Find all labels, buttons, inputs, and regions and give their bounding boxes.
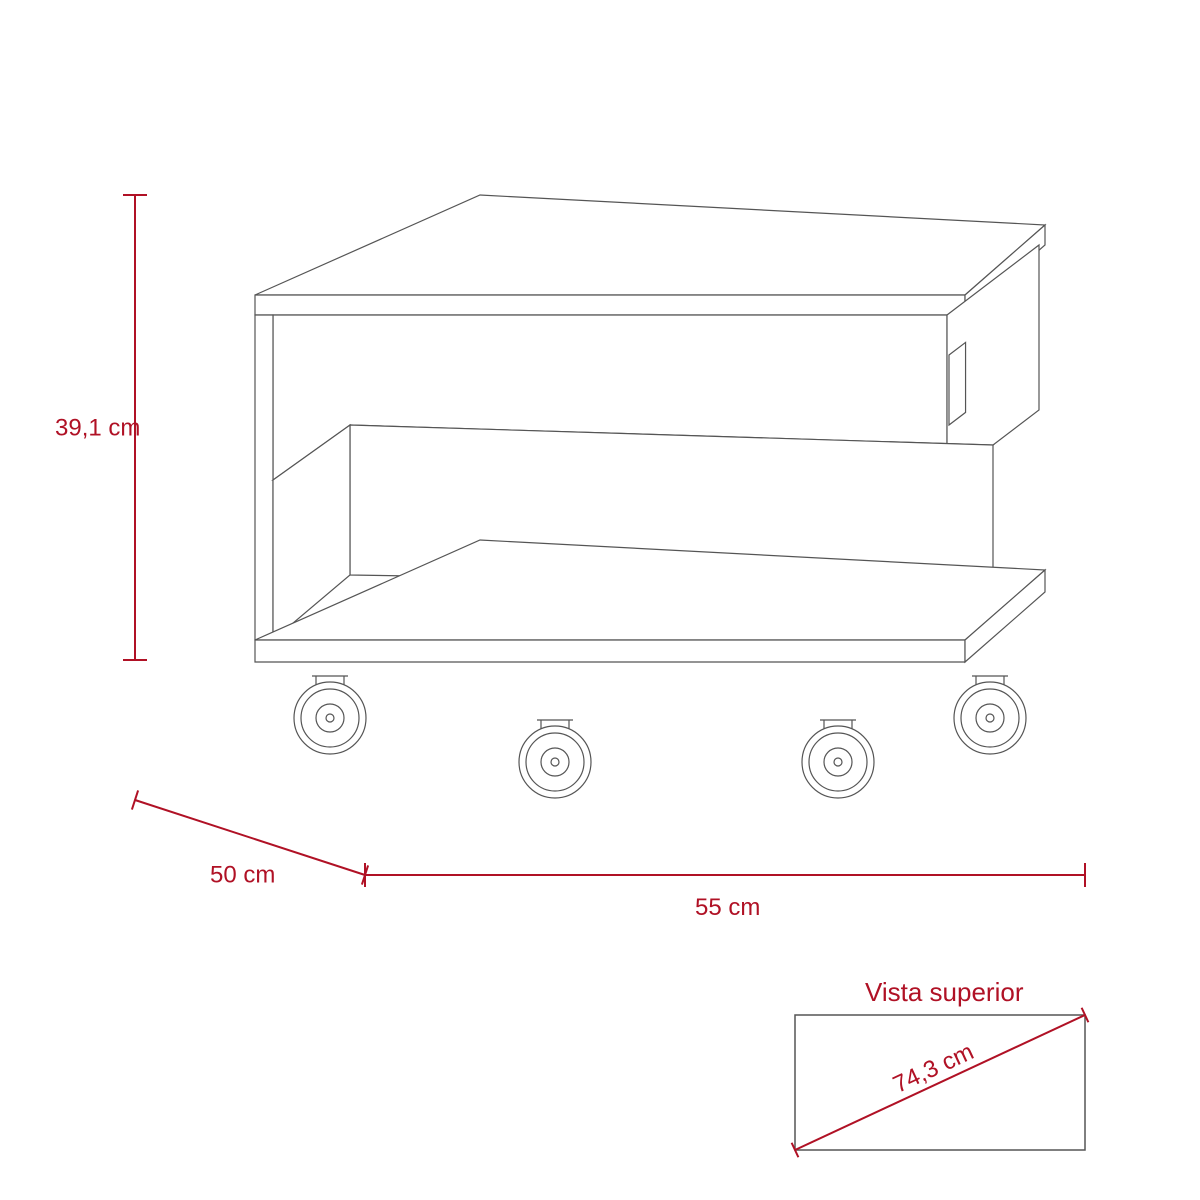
dim-label-diagonal: 74,3 cm [889,1038,978,1099]
topview-diagonal [795,1015,1085,1150]
base-front-edge [255,640,965,662]
caster-wheel [294,676,366,754]
dim-label-depth: 50 cm [210,862,275,889]
left-side-front-strip [255,315,273,640]
caster-wheel [802,720,874,798]
dim-label-width: 55 cm [695,894,760,921]
top-face [255,195,1045,295]
caster-wheel [954,676,1026,754]
top-front-edge [255,295,965,315]
caster-wheel [519,720,591,798]
dim-label-height: 39,1 cm [55,415,140,442]
topview-title: Vista superior [865,977,1024,1007]
drawer-handle-notch [949,342,966,425]
